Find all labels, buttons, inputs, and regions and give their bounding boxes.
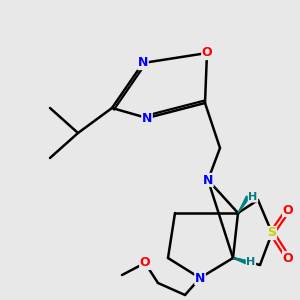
Polygon shape	[233, 258, 247, 264]
Text: O: O	[283, 251, 293, 265]
Text: O: O	[202, 46, 212, 59]
Text: S: S	[268, 226, 277, 239]
Text: H: H	[246, 257, 256, 267]
Text: H: H	[248, 192, 258, 202]
Text: N: N	[203, 173, 213, 187]
Text: N: N	[138, 56, 148, 70]
Text: O: O	[283, 203, 293, 217]
Text: N: N	[195, 272, 205, 284]
Polygon shape	[238, 196, 250, 213]
Text: N: N	[142, 112, 152, 124]
Text: O: O	[140, 256, 150, 269]
